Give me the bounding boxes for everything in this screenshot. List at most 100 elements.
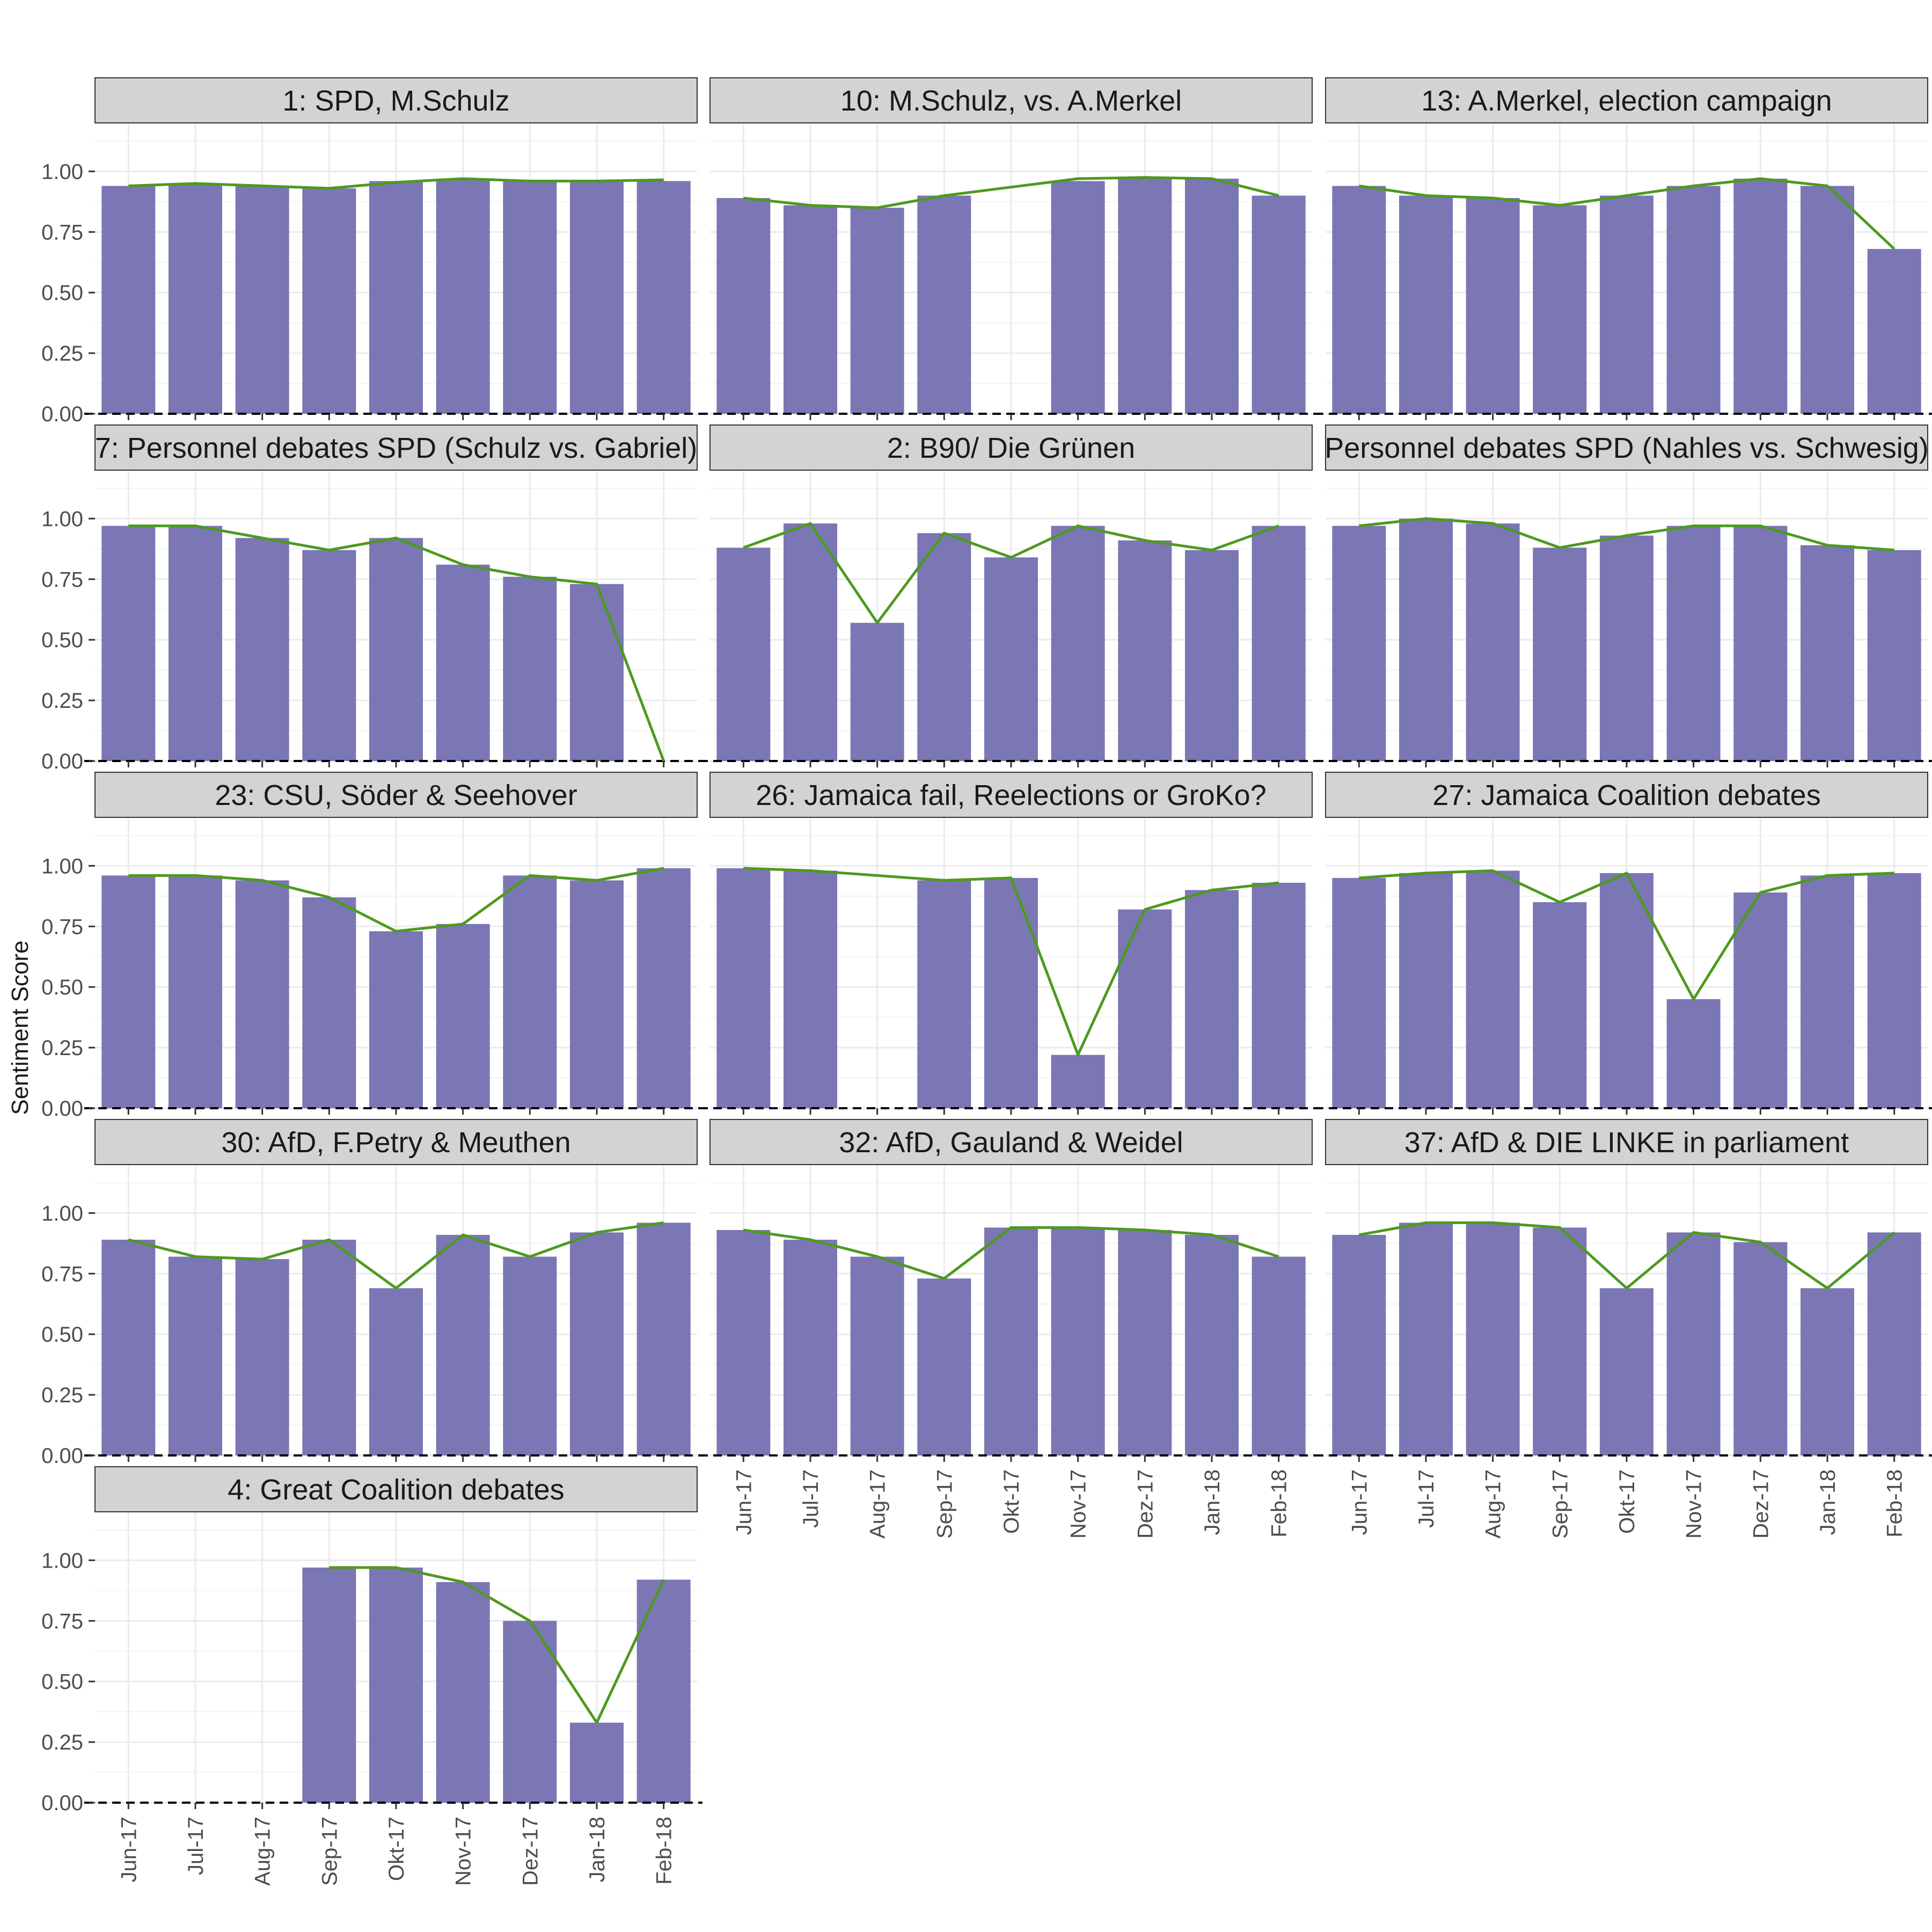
facet-panel: Personnel debates SPD (Nahles vs. Schwes… bbox=[1315, 425, 1932, 767]
bar bbox=[1185, 550, 1239, 761]
bar bbox=[302, 897, 356, 1108]
bar bbox=[1733, 1242, 1788, 1455]
bar bbox=[1399, 195, 1453, 414]
bar bbox=[169, 525, 222, 761]
facet-panel: 27: Jamaica Coalition debates bbox=[1315, 772, 1932, 1115]
x-tick-label: Aug-17 bbox=[251, 1817, 275, 1886]
bar bbox=[235, 186, 289, 414]
x-tick-label: Sep-17 bbox=[1548, 1469, 1572, 1539]
x-tick-label: Aug-17 bbox=[1482, 1469, 1505, 1539]
bar bbox=[436, 1582, 490, 1803]
bar bbox=[369, 181, 423, 414]
x-tick-label: Jul-17 bbox=[1415, 1469, 1438, 1528]
facet-title: 27: Jamaica Coalition debates bbox=[1432, 779, 1820, 811]
bar bbox=[1466, 198, 1520, 414]
bar bbox=[436, 565, 490, 761]
x-tick-label: Jul-17 bbox=[184, 1817, 208, 1875]
y-tick-label: 0.25 bbox=[41, 342, 83, 365]
bar bbox=[1051, 1227, 1105, 1455]
trend-line bbox=[1358, 177, 1896, 250]
bar bbox=[1801, 875, 1854, 1108]
bar bbox=[784, 523, 837, 761]
x-tick-label: Feb-18 bbox=[1883, 1469, 1907, 1538]
x-tick-label: Jun-17 bbox=[1348, 1469, 1371, 1535]
bar bbox=[1399, 518, 1453, 761]
y-tick-label: 0.25 bbox=[41, 689, 83, 713]
y-tick-label: 0.50 bbox=[41, 281, 83, 305]
bar bbox=[1332, 877, 1386, 1108]
bar bbox=[784, 205, 837, 414]
bar bbox=[1185, 178, 1239, 414]
trend-line bbox=[743, 176, 1279, 209]
bar bbox=[101, 875, 156, 1108]
y-tick-label: 0.50 bbox=[41, 1670, 83, 1694]
bar bbox=[1118, 1230, 1172, 1455]
bar bbox=[369, 1288, 423, 1455]
bar bbox=[503, 576, 557, 761]
x-tick-label: Jan-18 bbox=[586, 1817, 609, 1882]
bar bbox=[436, 1234, 490, 1455]
bar bbox=[1867, 248, 1921, 414]
trend-line bbox=[128, 524, 665, 761]
bar bbox=[302, 188, 356, 414]
y-axis-title: Sentiment Score bbox=[7, 940, 33, 1115]
bar bbox=[101, 186, 156, 414]
bar bbox=[1533, 902, 1587, 1108]
y-tick-label: 0.25 bbox=[41, 1731, 83, 1754]
y-tick-label: 0.50 bbox=[41, 1323, 83, 1346]
facet-panel: 37: AfD & DIE LINKE in parliament Jun-17 J… bbox=[1315, 1119, 1932, 1539]
facet-strip bbox=[709, 1119, 1313, 1165]
bar bbox=[1118, 909, 1172, 1108]
facet-panel: 1: SPD, M.Schulz 0.00 0.25 0.50 0.75 1.00 bbox=[41, 77, 702, 426]
bar bbox=[1332, 1234, 1386, 1455]
y-tick-label: 0.75 bbox=[41, 568, 83, 591]
facet-title: 13: A.Merkel, election campaign bbox=[1421, 85, 1832, 117]
bar bbox=[1051, 525, 1105, 761]
bar bbox=[1600, 195, 1653, 414]
facet-title: 10: M.Schulz, vs. A.Merkel bbox=[840, 85, 1182, 117]
bar bbox=[1666, 186, 1721, 414]
trend-line bbox=[128, 177, 664, 190]
bar bbox=[570, 880, 624, 1108]
facet-panel: 13: A.Merkel, election campaign bbox=[1315, 77, 1932, 420]
bar bbox=[1252, 195, 1306, 414]
x-tick-label: Jul-17 bbox=[799, 1469, 823, 1528]
bar bbox=[917, 533, 971, 761]
facet-strip bbox=[94, 77, 698, 123]
y-tick-label: 1.00 bbox=[41, 160, 83, 184]
facet-title: 37: AfD & DIE LINKE in parliament bbox=[1404, 1126, 1849, 1159]
facet-title: 32: AfD, Gauland & Weidel bbox=[839, 1126, 1183, 1159]
y-tick-label: 0.25 bbox=[41, 1036, 83, 1060]
x-tick-label: Jan-18 bbox=[1816, 1469, 1840, 1535]
bar bbox=[716, 1230, 771, 1455]
bar bbox=[716, 198, 771, 414]
x-tick-label: Feb-18 bbox=[653, 1817, 676, 1885]
bar bbox=[169, 183, 222, 414]
trend-line bbox=[329, 1566, 665, 1724]
bar bbox=[369, 931, 423, 1108]
x-tick-label: Dez-17 bbox=[1133, 1469, 1157, 1539]
trend-line bbox=[1359, 869, 1894, 1001]
bar bbox=[1666, 525, 1721, 761]
bar bbox=[1733, 525, 1788, 761]
bar bbox=[101, 525, 156, 761]
bar bbox=[1252, 882, 1306, 1108]
facet-title: Personnel debates SPD (Nahles vs. Schwes… bbox=[1324, 432, 1929, 464]
facet-panel: 32: AfD, Gauland & Weidel Jun-17 Jul-17 Aug… bbox=[699, 1119, 1318, 1539]
bar bbox=[917, 880, 971, 1108]
y-tick-label: 0.75 bbox=[41, 915, 83, 939]
facet-strip bbox=[94, 772, 698, 818]
trend-line bbox=[743, 522, 1279, 624]
facet-strip bbox=[1325, 77, 1928, 123]
bar bbox=[716, 868, 771, 1108]
bar bbox=[503, 1256, 557, 1455]
bar bbox=[1399, 1223, 1453, 1455]
facet-panel: 10: M.Schulz, vs. A.Merkel bbox=[699, 77, 1318, 420]
bar bbox=[1867, 550, 1921, 761]
y-tick-label: 0.25 bbox=[41, 1384, 83, 1407]
bar bbox=[302, 1567, 356, 1803]
bar bbox=[1466, 1223, 1520, 1455]
bar bbox=[984, 557, 1038, 761]
bar bbox=[1533, 205, 1587, 414]
bar bbox=[1666, 1232, 1721, 1455]
